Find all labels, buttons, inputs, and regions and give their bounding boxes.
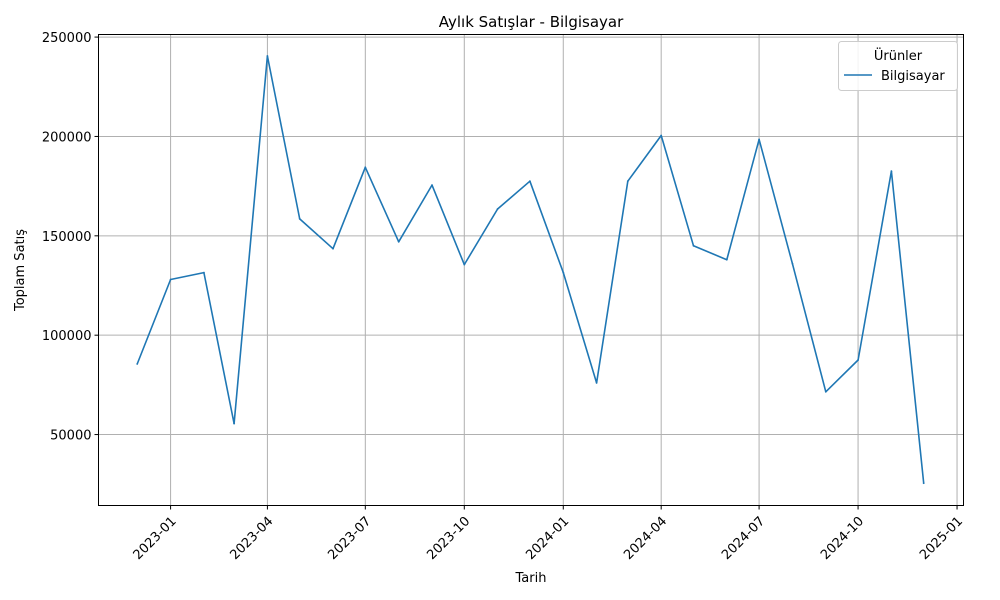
y-tick-label: 200000 [42, 130, 92, 145]
plot-frame [98, 34, 964, 506]
series-group [136, 55, 925, 485]
legend-title: Ürünler [874, 47, 923, 64]
data-point [660, 134, 663, 137]
data-point [332, 247, 334, 250]
data-point [298, 218, 301, 220]
data-point [758, 138, 760, 141]
data-point [364, 166, 367, 169]
grid-lines [98, 34, 964, 506]
legend-entry-bilgisayar: Bilgisayar [881, 69, 945, 84]
y-tick-label: 100000 [42, 329, 92, 344]
legend-box [838, 41, 958, 91]
y-tick-label: 50000 [50, 429, 91, 444]
legend: Ürünler Bilgisayar [838, 41, 958, 91]
data-point [169, 278, 172, 281]
data-point [626, 180, 629, 183]
data-point [136, 363, 139, 365]
y-tick-label: 150000 [42, 230, 92, 245]
data-point [791, 262, 794, 265]
data-point [692, 244, 695, 247]
data-point [857, 359, 859, 361]
data-point [496, 208, 499, 210]
data-point [725, 258, 728, 261]
data-point [463, 263, 466, 266]
data-point [203, 271, 205, 274]
x-axis-label: Tarih [515, 571, 547, 586]
data-point [824, 390, 827, 393]
data-point [529, 180, 531, 183]
chart-title: Aylık Satışlar - Bilgisayar [439, 13, 624, 31]
data-point [397, 240, 400, 243]
data-point [266, 55, 269, 57]
data-point [233, 422, 236, 425]
data-point [562, 271, 565, 274]
y-axis-label: Toplam Satış [13, 229, 28, 312]
data-point [890, 170, 893, 173]
data-point [595, 382, 598, 384]
y-tick-label: 250000 [42, 31, 92, 46]
y-axis-ticks: 50000 100000 150000 200000 250000 [42, 31, 99, 444]
data-point [922, 482, 925, 485]
data-point [431, 184, 433, 187]
